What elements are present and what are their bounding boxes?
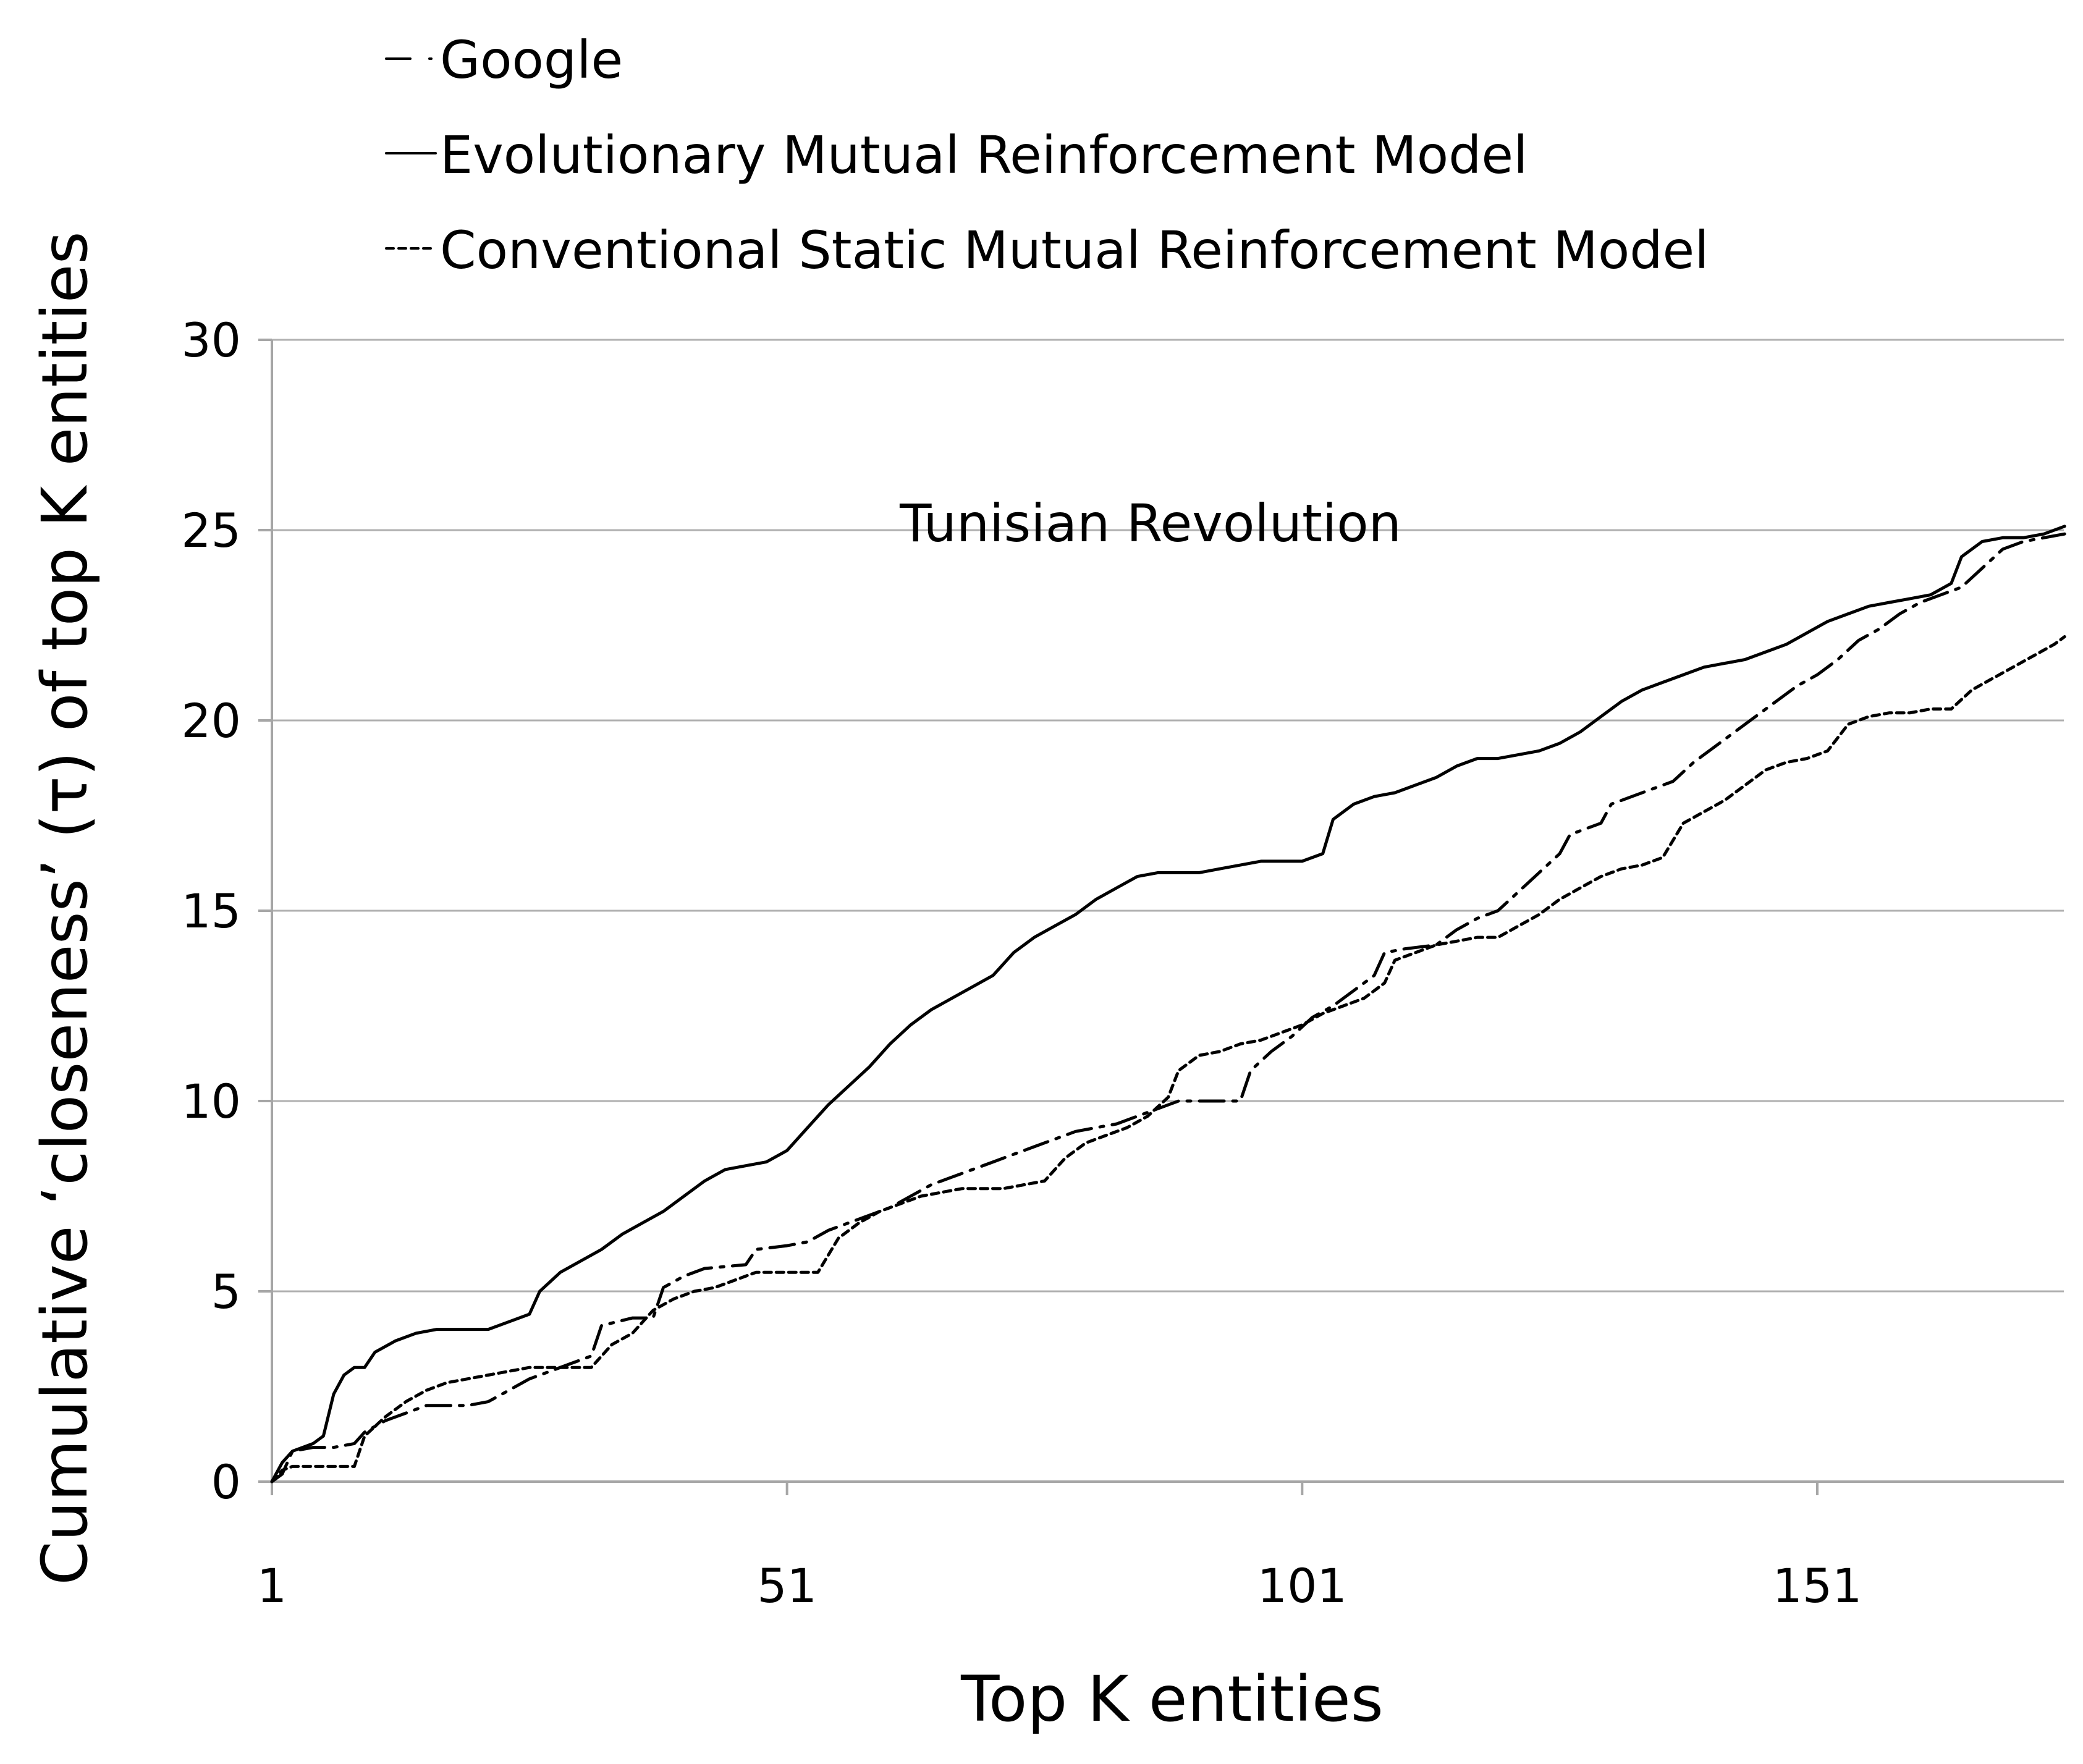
x-tick-label-151: 151 <box>1772 1558 1862 1613</box>
series-line-google <box>270 532 2066 1483</box>
horizontal-gridlines <box>272 339 2064 1293</box>
x-axis-title: Top K entities <box>960 1663 1384 1736</box>
legend: Google Evolutionary Mutual Reinforcement… <box>385 30 1709 281</box>
x-tick-label-51: 51 <box>757 1558 817 1613</box>
y-tick-label-30: 30 <box>181 313 241 368</box>
y-tick-label-0: 0 <box>211 1454 241 1509</box>
y-tick-label-25: 25 <box>181 503 241 558</box>
series-line-conventional-static-mutual-reinforcement-model <box>270 635 2066 1483</box>
series-lines <box>270 525 2066 1483</box>
x-tick-label-101: 101 <box>1257 1558 1347 1613</box>
x-tick-label-1: 1 <box>257 1558 287 1613</box>
legend-entry-google: Google <box>385 30 623 90</box>
y-axis-title: Cumulative ‘closeness’ (τ) of top K enti… <box>28 231 102 1585</box>
y-tick-label-5: 5 <box>211 1264 241 1319</box>
legend-entry-evolutionary: Evolutionary Mutual Reinforcement Model <box>385 125 1527 185</box>
y-tick-label-10: 10 <box>181 1074 241 1129</box>
series-line-evolutionary-mutual-reinforcement-model <box>270 525 2066 1483</box>
axes <box>258 339 2064 1495</box>
legend-label-evolutionary: Evolutionary Mutual Reinforcement Model <box>440 125 1527 185</box>
y-tick-label-20: 20 <box>181 693 241 748</box>
legend-entry-conventional: Conventional Static Mutual Reinforcement… <box>385 220 1709 281</box>
chart-annotation: Tunisian Revolution <box>899 493 1401 554</box>
legend-label-conventional: Conventional Static Mutual Reinforcement… <box>440 220 1709 281</box>
y-tick-label-15: 15 <box>181 884 241 939</box>
legend-label-google: Google <box>440 30 623 90</box>
